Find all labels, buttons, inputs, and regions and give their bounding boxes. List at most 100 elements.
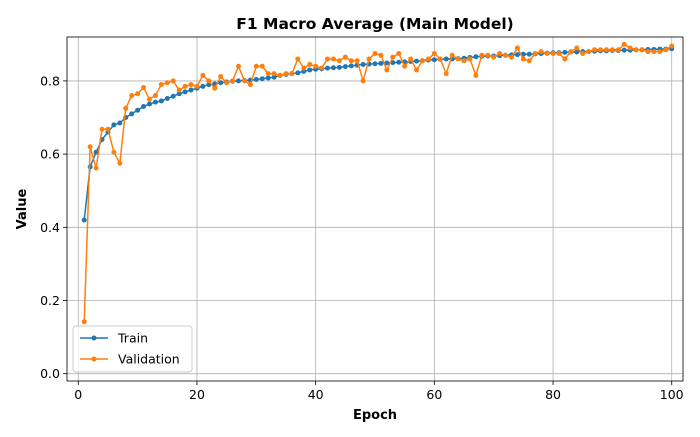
validation-point	[313, 63, 319, 69]
validation-point	[271, 71, 277, 77]
validation-point	[514, 45, 520, 51]
train-point	[271, 74, 277, 80]
validation-point	[81, 319, 87, 325]
legend-validation-marker	[91, 356, 97, 362]
validation-point	[669, 43, 675, 49]
y-tick-label: 0.4	[40, 220, 60, 235]
validation-point	[485, 52, 491, 58]
validation-point	[319, 65, 325, 71]
train-point	[562, 49, 568, 55]
x-tick-label: 0	[74, 387, 82, 402]
y-tick-label: 0.8	[40, 73, 60, 88]
validation-point	[230, 78, 236, 84]
validation-point	[336, 58, 342, 64]
validation-point	[117, 160, 123, 166]
y-tick-label: 0.2	[40, 293, 60, 308]
train-point	[360, 61, 366, 67]
validation-point	[176, 87, 182, 93]
validation-point	[200, 72, 206, 78]
y-tick-label: 0.0	[40, 366, 60, 381]
validation-point	[402, 63, 408, 69]
validation-point	[556, 50, 562, 56]
train-point	[307, 67, 313, 73]
validation-point	[520, 56, 526, 62]
validation-point	[135, 91, 141, 97]
train-point	[414, 58, 420, 64]
validation-point	[164, 80, 170, 86]
train-point	[93, 149, 99, 155]
validation-point	[467, 56, 473, 62]
axis-ticks: 0 20 40 60 80 100 0.0 0.2 0.4 0.6 0.8	[40, 73, 684, 402]
validation-point	[449, 52, 455, 58]
train-point	[164, 95, 170, 101]
validation-point	[603, 47, 609, 53]
train-point	[135, 107, 141, 113]
validation-point	[609, 47, 615, 53]
train-point	[188, 87, 194, 93]
validation-point	[194, 83, 200, 89]
train-point	[176, 91, 182, 97]
train-point	[378, 60, 384, 66]
validation-point	[538, 49, 544, 55]
validation-point	[544, 50, 550, 56]
grid-lines	[67, 37, 683, 381]
validation-point	[170, 78, 176, 84]
train-point	[129, 111, 135, 117]
train-point	[514, 52, 520, 58]
validation-point	[146, 96, 152, 102]
x-tick-label: 20	[189, 387, 205, 402]
train-point	[170, 93, 176, 99]
train-point	[152, 99, 158, 105]
train-point	[621, 47, 627, 53]
validation-line	[83, 43, 673, 322]
validation-point	[87, 144, 93, 150]
train-point	[81, 217, 87, 223]
legend-train-label: Train	[117, 331, 148, 346]
legend-validation-label: Validation	[118, 352, 180, 367]
validation-point	[152, 93, 158, 99]
validation-point	[443, 71, 449, 77]
validation-point	[129, 93, 135, 99]
legend: Train Validation	[72, 325, 193, 373]
train-point	[384, 60, 390, 66]
validation-point	[99, 126, 105, 132]
train-point	[146, 101, 152, 107]
y-axis-label: Value	[15, 188, 30, 229]
validation-point	[562, 56, 568, 62]
train-point	[295, 70, 301, 76]
train-point	[342, 64, 348, 70]
train-point	[182, 89, 188, 95]
validation-point	[289, 71, 295, 77]
validation-point	[491, 54, 497, 60]
validation-point	[277, 72, 283, 78]
train-point	[574, 49, 580, 55]
validation-point	[615, 47, 621, 53]
validation-point	[188, 82, 194, 88]
y-tick-label: 0.6	[40, 147, 60, 162]
validation-point	[633, 47, 639, 53]
train-point	[141, 104, 147, 110]
validation-point	[651, 49, 657, 55]
plot-frame	[66, 36, 684, 382]
validation-point	[224, 80, 230, 86]
validation-point	[206, 78, 212, 84]
validation-point	[473, 72, 479, 78]
validation-point	[526, 58, 532, 64]
train-point	[336, 64, 342, 70]
validation-point	[182, 83, 188, 89]
validation-point	[253, 63, 259, 69]
train-point	[372, 61, 378, 67]
validation-point	[283, 71, 289, 77]
validation-point	[372, 50, 378, 56]
validation-point	[307, 61, 313, 67]
validation-point	[348, 58, 354, 64]
validation-point	[105, 126, 111, 132]
train-point	[236, 78, 242, 84]
validation-point	[639, 47, 645, 53]
validation-point	[325, 56, 331, 62]
validation-point	[265, 71, 271, 77]
validation-point	[390, 54, 396, 60]
validation-point	[550, 50, 556, 56]
train-point	[348, 63, 354, 69]
